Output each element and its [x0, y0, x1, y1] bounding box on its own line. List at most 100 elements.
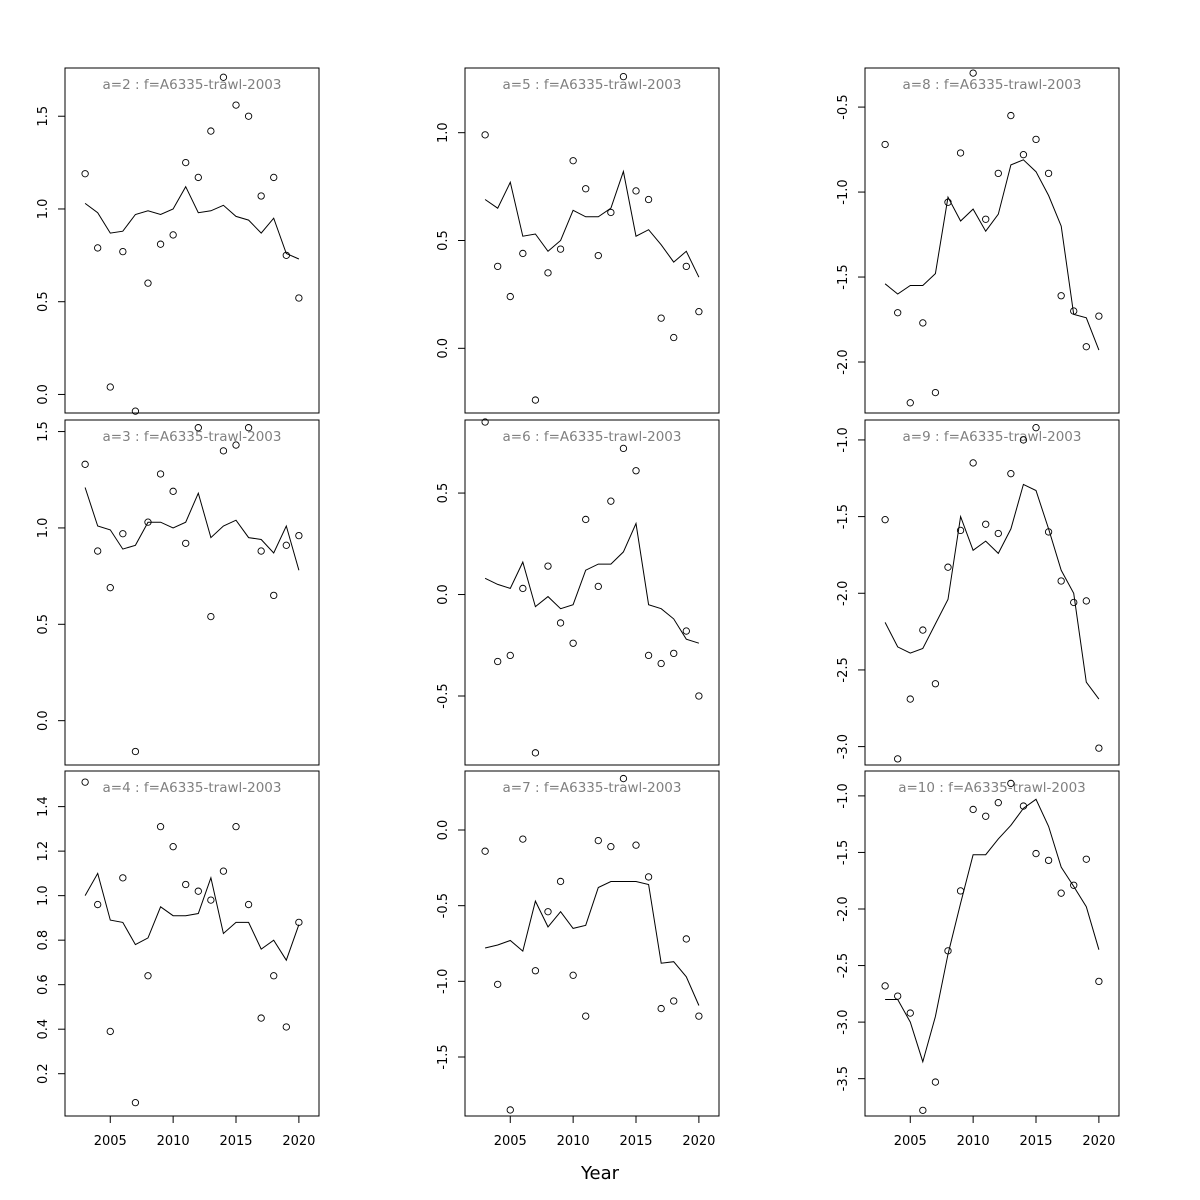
- observed-point: [232, 441, 240, 449]
- y-tick-label: 0.5: [36, 291, 51, 312]
- observed-point: [282, 251, 290, 259]
- x-tick-label: 2005: [894, 1134, 927, 1149]
- observed-point: [506, 292, 514, 301]
- panel-7: a=4 : f=A6335-trawl-2003 0.2 0.4 0.6 0.8 1.0 1…: [36, 770, 320, 1149]
- observed-point: [131, 1098, 140, 1107]
- y-tick-label: 0.4: [36, 1019, 51, 1040]
- observed-point: [295, 918, 303, 927]
- x-tick-label: 2010: [157, 1134, 190, 1149]
- observed-point: [1032, 424, 1040, 432]
- panel-title: a=4 : f=A6335-trawl-2003: [103, 780, 282, 796]
- y-tick-label: -2.5: [836, 953, 851, 978]
- observed-point: [81, 170, 89, 178]
- y-tick-label: -1.0: [436, 969, 451, 994]
- observed-point: [481, 847, 489, 855]
- observed-point: [119, 874, 127, 882]
- observed-point: [131, 407, 140, 415]
- panel-4: a=3 : f=A6335-trawl-2003 0.0 0.5 1.0 1.5: [36, 419, 320, 766]
- observed-point: [881, 516, 889, 524]
- y-tick-label: -0.5: [836, 94, 851, 119]
- observed-point: [695, 1012, 703, 1020]
- y-tick-label: 0.5: [36, 614, 51, 635]
- panel-frame: [464, 770, 720, 1117]
- x-tick-label: 2010: [557, 1134, 590, 1149]
- observed-point: [906, 399, 914, 407]
- fitted-line: [84, 872, 300, 962]
- observed-point: [894, 755, 902, 763]
- observed-point: [1057, 292, 1065, 300]
- observed-point: [607, 843, 615, 851]
- fitted-line: [484, 881, 700, 1006]
- observed-point: [144, 279, 152, 287]
- y-tick-label: -2.5: [836, 657, 851, 682]
- observed-point: [1007, 779, 1015, 788]
- observed-point: [670, 997, 678, 1005]
- x-tick-label: 2005: [494, 1134, 527, 1149]
- observed-point: [519, 584, 527, 593]
- panel-frame: [64, 67, 320, 414]
- observed-point: [607, 497, 615, 505]
- fitted-line: [484, 521, 700, 644]
- observed-point: [182, 880, 190, 889]
- observed-point: [956, 526, 965, 535]
- y-tick-label: -1.5: [836, 264, 851, 289]
- observed-point: [1044, 528, 1053, 536]
- y-tick-label: 1.0: [36, 885, 51, 906]
- x-tick-label: 2020: [682, 1134, 715, 1149]
- observed-point: [919, 1106, 927, 1114]
- panel-title: a=8 : f=A6335-trawl-2003: [903, 77, 1082, 93]
- observed-point: [295, 294, 303, 302]
- fitted-line: [885, 798, 1100, 1064]
- observed-point: [494, 980, 502, 989]
- panel-title: a=3 : f=A6335-trawl-2003: [103, 429, 282, 445]
- y-tick-label: 0.8: [36, 930, 51, 951]
- observed-point: [257, 192, 265, 200]
- observed-point: [1082, 855, 1090, 863]
- observed-point: [956, 887, 965, 895]
- x-tick-label: 2015: [219, 1134, 252, 1149]
- y-tick-label: -3.0: [836, 734, 851, 759]
- y-tick-label: -0.5: [436, 683, 451, 708]
- observed-point: [295, 531, 303, 540]
- observed-point: [244, 900, 253, 909]
- observed-point: [670, 333, 678, 342]
- observed-point: [657, 1004, 665, 1013]
- observed-point: [131, 747, 140, 756]
- observed-point: [1070, 598, 1078, 607]
- observed-point: [1019, 436, 1028, 444]
- y-tick-label: 0.0: [36, 710, 51, 731]
- panel-6: a=9 : f=A6335-trawl-2003 -3.0 -2.5 -2.0 -1.5…: [836, 419, 1120, 766]
- observed-point: [982, 812, 990, 820]
- observed-point: [969, 805, 977, 814]
- observed-point: [931, 680, 940, 688]
- observed-point: [682, 627, 690, 635]
- observed-point: [1057, 577, 1065, 585]
- panel-5: a=6 : f=A6335-trawl-2003 -0.5 0.0 0.5: [436, 418, 720, 766]
- observed-point: [644, 195, 653, 204]
- observed-point: [207, 612, 215, 621]
- x-axis-label: Year: [580, 1163, 620, 1184]
- observed-point: [881, 982, 889, 990]
- observed-point: [569, 971, 577, 979]
- y-tick-label: -2.0: [836, 349, 851, 374]
- observed-point: [994, 529, 1002, 538]
- y-tick-label: -1.0: [836, 179, 851, 204]
- observed-point: [1070, 881, 1078, 889]
- y-tick-label: 1.2: [36, 841, 51, 862]
- observed-point: [582, 515, 590, 524]
- observed-point: [232, 822, 240, 831]
- observed-point: [270, 591, 278, 600]
- observed-point: [169, 487, 177, 495]
- panel-frame: [464, 67, 720, 414]
- observed-point: [982, 215, 990, 223]
- observed-point: [632, 841, 640, 849]
- observed-point: [994, 799, 1002, 807]
- x-tick-label: 2015: [1019, 1134, 1052, 1149]
- observed-point: [244, 424, 253, 432]
- panel-title: a=5 : f=A6335-trawl-2003: [503, 77, 682, 93]
- observed-point: [569, 639, 577, 647]
- fitted-line: [884, 159, 1100, 351]
- panel-grid: a=2 : f=A6335-trawl-2003 0.0 0.5 1.0 1.5 a=5 …: [36, 67, 1120, 1149]
- observed-point: [194, 173, 202, 182]
